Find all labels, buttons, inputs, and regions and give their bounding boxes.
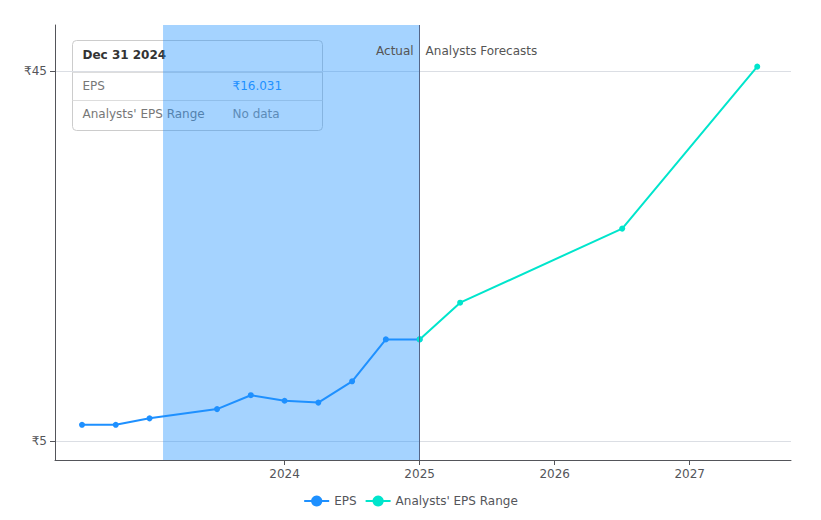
svg-text:₹45: ₹45 <box>24 64 47 78</box>
svg-text:Analysts Forecasts: Analysts Forecasts <box>426 44 538 58</box>
svg-text:EPS: EPS <box>334 494 356 508</box>
svg-text:EPS: EPS <box>83 79 105 93</box>
svg-text:2024: 2024 <box>269 467 300 481</box>
svg-text:2026: 2026 <box>539 467 570 481</box>
svg-text:₹5: ₹5 <box>32 434 47 448</box>
svg-text:Analysts' EPS Range: Analysts' EPS Range <box>396 494 518 508</box>
svg-text:Analysts' EPS Range: Analysts' EPS Range <box>82 106 205 121</box>
svg-text:2027: 2027 <box>674 467 705 481</box>
svg-text:Dec 31 2024: Dec 31 2024 <box>83 48 167 62</box>
svg-text:2025: 2025 <box>404 467 435 481</box>
svg-text:Actual: Actual <box>376 44 414 58</box>
